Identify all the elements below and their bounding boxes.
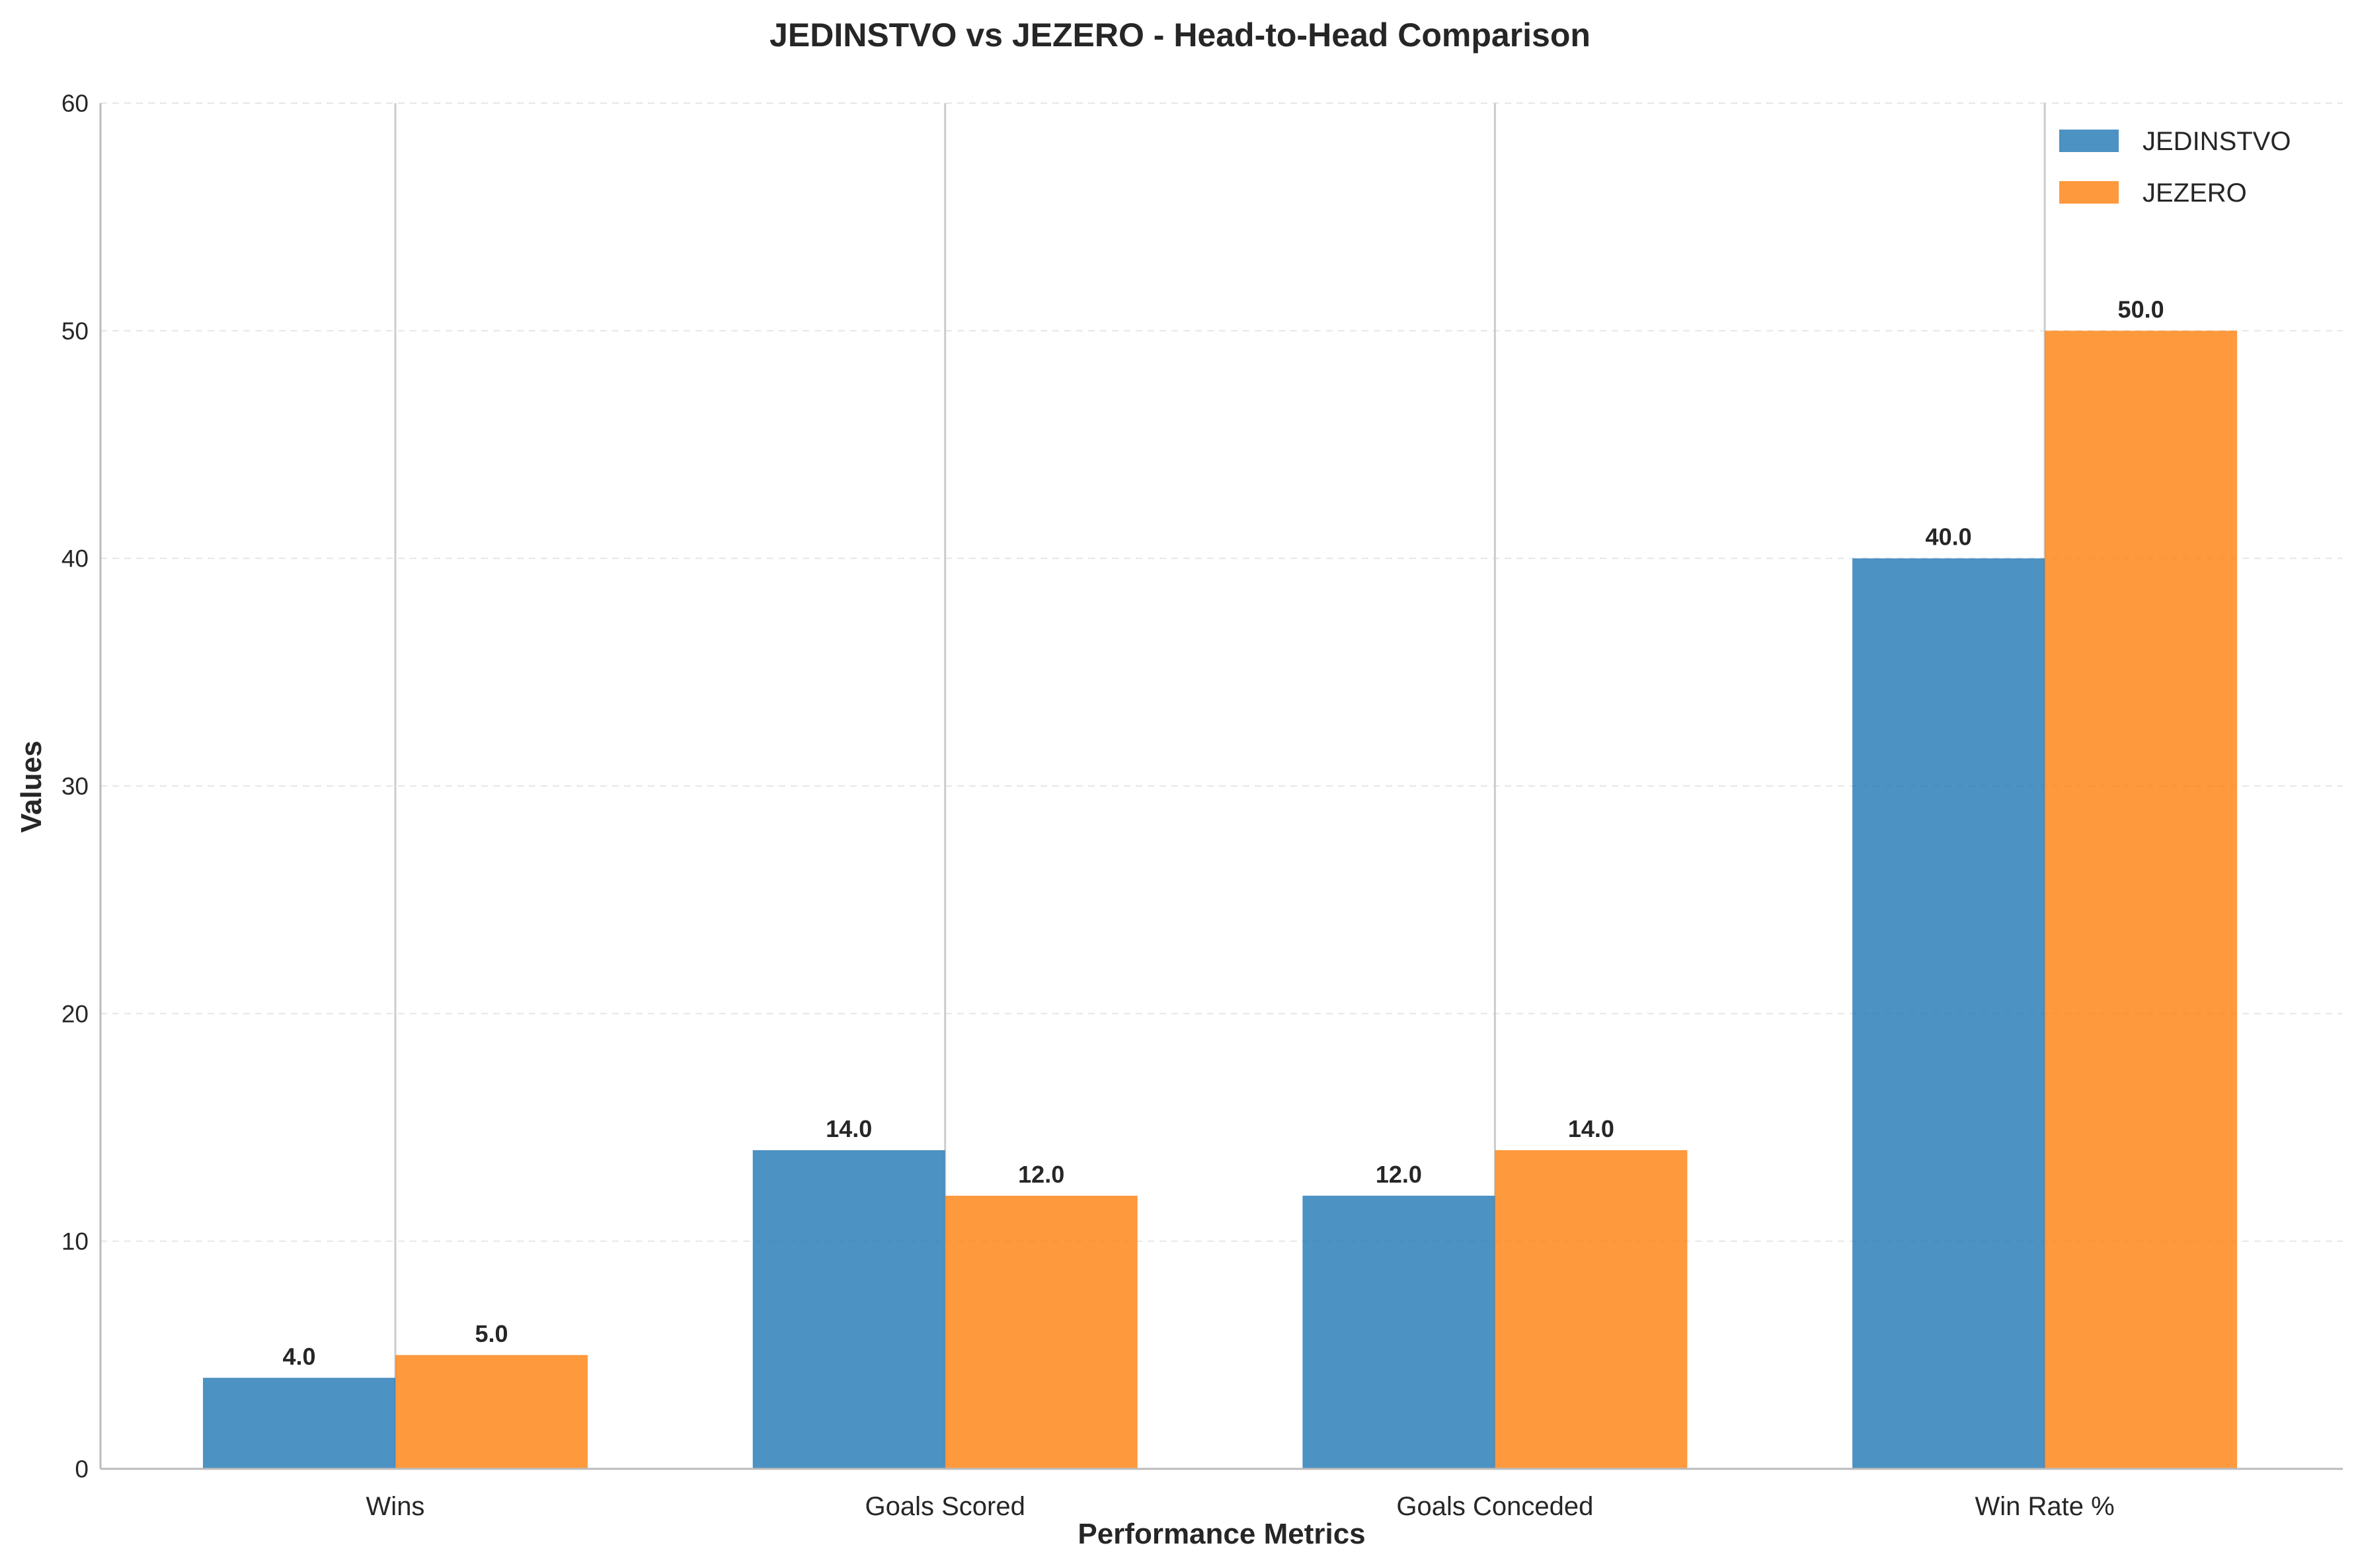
- y-tick-label: 30: [61, 773, 89, 800]
- bar-value-label: 50.0: [2118, 295, 2164, 323]
- bar-value-label: 12.0: [1018, 1161, 1064, 1188]
- legend: JEDINSTVO JEZERO: [2059, 127, 2291, 208]
- y-tick-label: 10: [61, 1228, 89, 1255]
- y-tick-label: 20: [61, 1000, 89, 1027]
- bar-value-label: 40.0: [1926, 524, 1972, 551]
- legend-label-jezero: JEZERO: [2143, 178, 2247, 208]
- bar-jezero-goals-conceded: [1495, 1150, 1688, 1469]
- data-labels: 4.0 5.0 14.0 12.0 12.0 14.0 40.0 50.0: [282, 295, 2164, 1370]
- x-axis-label: Performance Metrics: [1078, 1518, 1365, 1550]
- bar-value-label: 12.0: [1376, 1161, 1422, 1188]
- bar-jedinstvo-goals-scored: [752, 1150, 945, 1469]
- bar-jezero-goals-scored: [945, 1195, 1138, 1469]
- bar-jedinstvo-goals-conceded: [1302, 1195, 1495, 1469]
- axes: [99, 103, 2343, 1470]
- bar-jedinstvo-wins: [203, 1378, 395, 1469]
- bar-jezero-win-rate: [2045, 331, 2238, 1469]
- legend-swatch-jezero: [2059, 181, 2119, 204]
- x-tick-label: Win Rate %: [1975, 1492, 2115, 1521]
- y-tick-label: 60: [61, 90, 89, 117]
- bar-jedinstvo-win-rate: [1852, 558, 2045, 1469]
- y-tick-label: 40: [61, 545, 89, 572]
- legend-swatch-jedinstvo: [2059, 130, 2119, 152]
- legend-label-jedinstvo: JEDINSTVO: [2143, 127, 2291, 156]
- x-tick-label: Goals Scored: [865, 1492, 1025, 1521]
- bar-value-label: 14.0: [826, 1115, 872, 1142]
- x-tick-labels: Wins Goals Scored Goals Conceded Win Rate %: [366, 1492, 2115, 1521]
- bar-jezero-wins: [395, 1354, 588, 1469]
- y-axis-label: Values: [15, 740, 48, 832]
- bars: [203, 331, 2238, 1469]
- bar-value-label: 4.0: [282, 1343, 315, 1370]
- bar-value-label: 14.0: [1568, 1115, 1614, 1142]
- x-tick-label: Goals Conceded: [1396, 1492, 1593, 1521]
- y-tick-label: 50: [61, 317, 89, 344]
- y-tick-labels: 0 10 20 30 40 50 60: [61, 90, 89, 1483]
- x-tick-label: Wins: [366, 1492, 425, 1521]
- y-tick-label: 0: [75, 1456, 89, 1483]
- bar-value-label: 5.0: [475, 1320, 508, 1347]
- chart-title: JEDINSTVO vs JEZERO - Head-to-Head Compa…: [769, 17, 1591, 54]
